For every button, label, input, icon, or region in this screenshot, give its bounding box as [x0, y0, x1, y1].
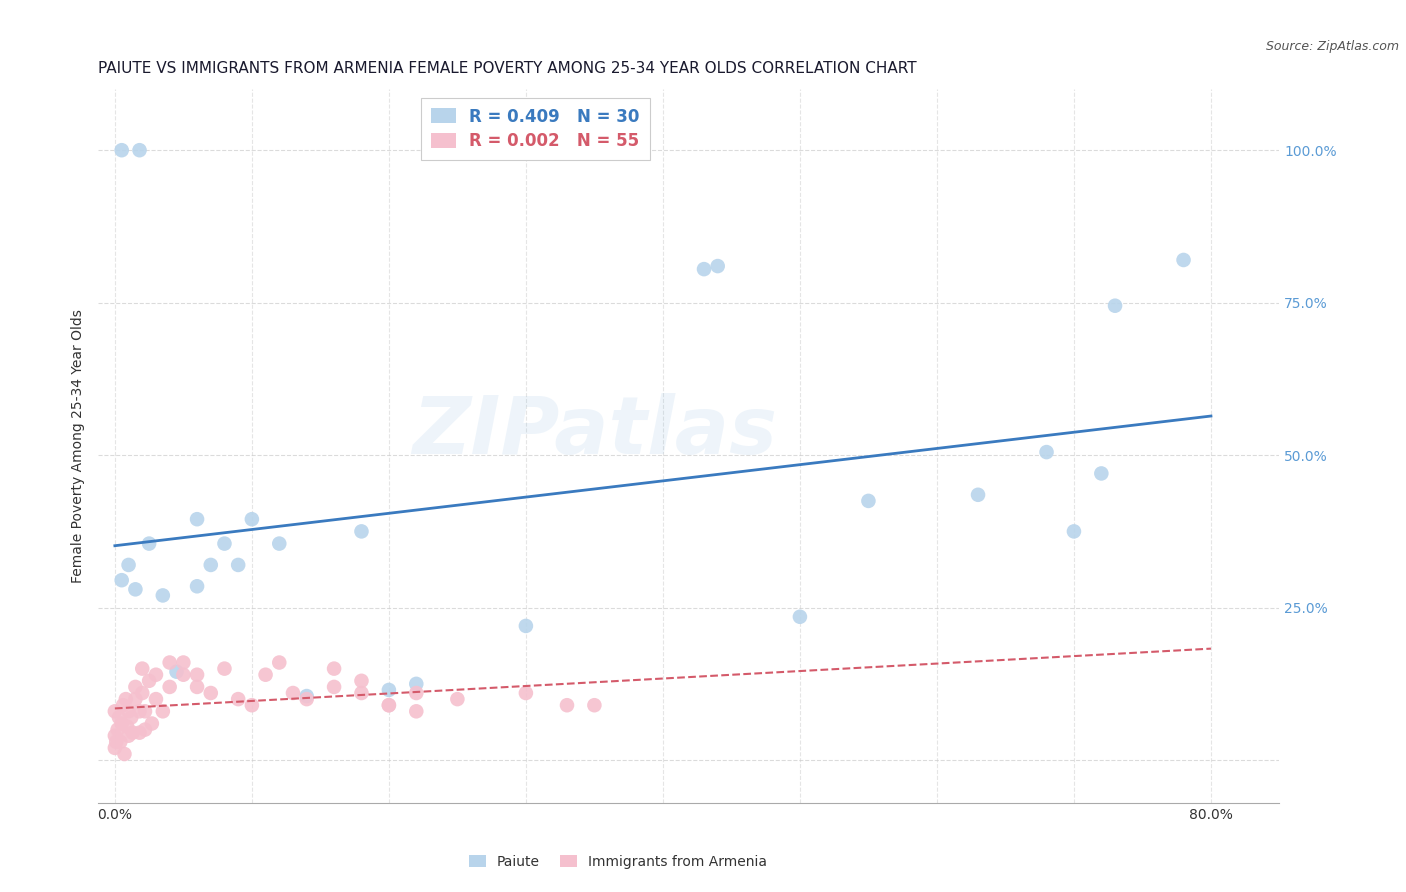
- Point: [134, 723, 156, 737]
- Point: [323, 662, 346, 676]
- Point: [583, 698, 606, 713]
- Point: [240, 698, 263, 713]
- Point: [706, 259, 728, 273]
- Point: [378, 683, 401, 698]
- Point: [112, 698, 135, 713]
- Point: [166, 665, 188, 679]
- Legend: Paiute, Immigrants from Armenia: Paiute, Immigrants from Armenia: [464, 849, 773, 874]
- Point: [200, 558, 222, 572]
- Point: [124, 680, 146, 694]
- Point: [117, 558, 139, 572]
- Point: [858, 494, 880, 508]
- Text: Source: ZipAtlas.com: Source: ZipAtlas.com: [1265, 40, 1399, 54]
- Point: [226, 558, 249, 572]
- Point: [515, 686, 537, 700]
- Point: [111, 716, 134, 731]
- Point: [128, 725, 150, 739]
- Point: [405, 677, 427, 691]
- Point: [128, 143, 150, 157]
- Point: [295, 692, 318, 706]
- Point: [186, 680, 208, 694]
- Point: [138, 536, 160, 550]
- Point: [214, 662, 236, 676]
- Point: [105, 735, 128, 749]
- Point: [152, 704, 174, 718]
- Point: [121, 725, 143, 739]
- Point: [131, 662, 153, 676]
- Point: [104, 729, 127, 743]
- Point: [323, 680, 346, 694]
- Point: [117, 729, 139, 743]
- Point: [693, 262, 716, 277]
- Point: [378, 698, 401, 713]
- Point: [405, 686, 427, 700]
- Point: [350, 524, 373, 539]
- Point: [226, 692, 249, 706]
- Text: PAIUTE VS IMMIGRANTS FROM ARMENIA FEMALE POVERTY AMONG 25-34 YEAR OLDS CORRELATI: PAIUTE VS IMMIGRANTS FROM ARMENIA FEMALE…: [98, 61, 917, 76]
- Point: [1173, 252, 1195, 267]
- Point: [152, 589, 174, 603]
- Point: [172, 656, 194, 670]
- Point: [141, 716, 163, 731]
- Point: [128, 704, 150, 718]
- Point: [1090, 467, 1112, 481]
- Point: [967, 488, 990, 502]
- Point: [107, 723, 129, 737]
- Point: [104, 740, 127, 755]
- Point: [1104, 299, 1126, 313]
- Point: [254, 667, 277, 681]
- Point: [295, 689, 318, 703]
- Point: [214, 536, 236, 550]
- Point: [117, 704, 139, 718]
- Point: [131, 686, 153, 700]
- Point: [200, 686, 222, 700]
- Point: [269, 536, 291, 550]
- Point: [145, 692, 167, 706]
- Point: [269, 656, 291, 670]
- Point: [110, 735, 132, 749]
- Point: [240, 512, 263, 526]
- Point: [186, 512, 208, 526]
- Point: [405, 704, 427, 718]
- Point: [281, 686, 304, 700]
- Point: [350, 686, 373, 700]
- Point: [172, 667, 194, 681]
- Point: [134, 704, 156, 718]
- Point: [378, 698, 401, 713]
- Point: [138, 673, 160, 688]
- Point: [159, 656, 181, 670]
- Point: [789, 609, 811, 624]
- Point: [555, 698, 578, 713]
- Point: [108, 710, 131, 724]
- Point: [446, 692, 468, 706]
- Point: [124, 692, 146, 706]
- Point: [104, 704, 127, 718]
- Point: [114, 747, 136, 761]
- Point: [515, 619, 537, 633]
- Point: [115, 720, 138, 734]
- Point: [120, 710, 142, 724]
- Point: [114, 692, 136, 706]
- Point: [186, 579, 208, 593]
- Point: [350, 673, 373, 688]
- Point: [124, 582, 146, 597]
- Point: [186, 667, 208, 681]
- Text: ZIPatlas: ZIPatlas: [412, 392, 778, 471]
- Point: [145, 667, 167, 681]
- Point: [1063, 524, 1085, 539]
- Point: [159, 680, 181, 694]
- Point: [111, 573, 134, 587]
- Point: [1035, 445, 1057, 459]
- Y-axis label: Female Poverty Among 25-34 Year Olds: Female Poverty Among 25-34 Year Olds: [70, 309, 84, 583]
- Point: [111, 143, 134, 157]
